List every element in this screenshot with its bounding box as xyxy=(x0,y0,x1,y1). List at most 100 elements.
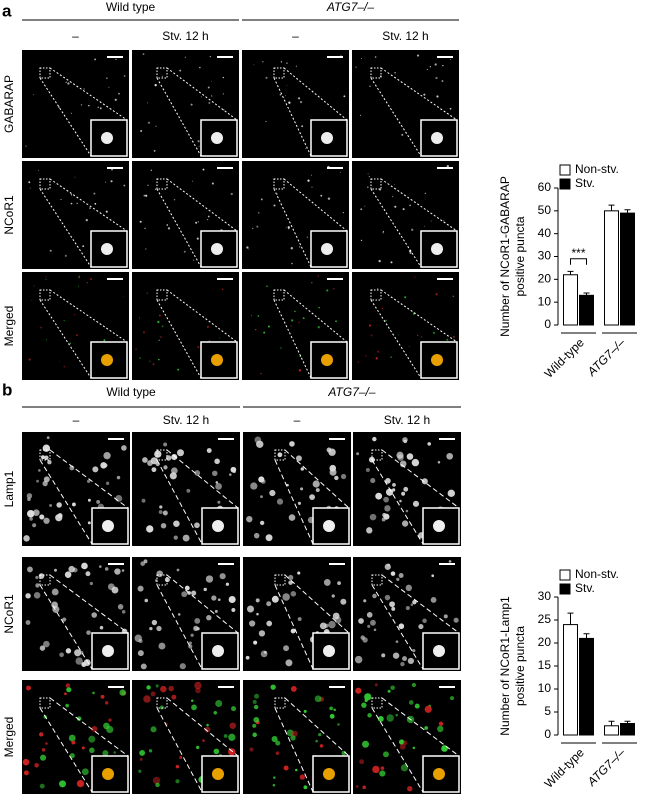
puncta xyxy=(384,594,391,601)
puncta xyxy=(105,181,106,183)
zoom-line xyxy=(39,459,93,545)
puncta xyxy=(286,85,288,86)
puncta xyxy=(271,595,279,603)
puncta xyxy=(154,450,162,458)
puncta xyxy=(414,703,420,709)
puncta xyxy=(143,695,151,703)
puncta xyxy=(83,88,85,90)
row-label: NCoR1 xyxy=(2,195,16,235)
puncta xyxy=(81,768,89,776)
puncta xyxy=(103,339,106,342)
puncta xyxy=(222,93,224,95)
puncta xyxy=(64,571,72,578)
puncta xyxy=(70,112,72,114)
puncta xyxy=(360,57,362,59)
puncta xyxy=(89,581,93,586)
puncta xyxy=(412,600,417,605)
puncta xyxy=(298,369,302,372)
puncta xyxy=(446,164,449,168)
puncta xyxy=(115,58,117,61)
zoom-line xyxy=(166,697,239,757)
puncta xyxy=(42,444,51,452)
puncta xyxy=(208,101,211,104)
puncta xyxy=(386,714,394,722)
puncta xyxy=(412,649,416,653)
puncta xyxy=(63,692,67,696)
puncta xyxy=(137,650,144,657)
puncta xyxy=(295,768,298,772)
puncta xyxy=(86,630,91,635)
condition-label: Stv. 12 h xyxy=(382,29,428,43)
micrograph xyxy=(352,50,459,158)
puncta xyxy=(253,640,258,645)
puncta xyxy=(175,764,180,769)
puncta xyxy=(70,194,73,196)
puncta xyxy=(283,645,290,652)
puncta xyxy=(83,659,91,667)
puncta xyxy=(35,583,40,588)
puncta xyxy=(141,498,146,503)
puncta xyxy=(360,239,363,242)
puncta xyxy=(39,645,46,651)
puncta xyxy=(301,125,304,128)
bar xyxy=(620,723,635,736)
inset-spot xyxy=(211,243,223,255)
puncta xyxy=(195,221,198,224)
puncta xyxy=(389,601,395,608)
puncta xyxy=(387,689,391,693)
puncta xyxy=(121,610,126,614)
puncta xyxy=(26,493,33,499)
micrograph xyxy=(132,161,239,269)
puncta xyxy=(31,299,33,301)
puncta xyxy=(175,779,180,784)
legend-label: Stv. xyxy=(575,581,595,595)
puncta xyxy=(40,326,43,329)
micrograph xyxy=(353,557,461,671)
puncta xyxy=(409,204,412,207)
roi-box xyxy=(156,574,168,586)
puncta xyxy=(342,212,344,214)
micrograph xyxy=(22,161,129,269)
roi-box xyxy=(273,178,285,190)
puncta xyxy=(432,331,436,335)
puncta xyxy=(418,624,424,630)
puncta xyxy=(158,510,163,514)
puncta xyxy=(399,499,402,503)
puncta xyxy=(284,95,286,97)
puncta xyxy=(160,522,167,529)
zoom-line xyxy=(380,178,458,232)
puncta xyxy=(33,94,35,96)
inset xyxy=(312,507,350,545)
inset-spot xyxy=(102,768,114,780)
bar xyxy=(604,725,619,736)
puncta xyxy=(89,747,95,754)
puncta xyxy=(40,455,45,460)
puncta xyxy=(65,81,67,84)
y-axis-label: Number of NCoR1-Lamp1 xyxy=(498,596,512,736)
puncta xyxy=(291,262,293,265)
puncta xyxy=(25,145,27,147)
puncta xyxy=(320,194,323,197)
puncta xyxy=(374,56,377,58)
puncta xyxy=(209,55,211,58)
puncta xyxy=(280,347,282,349)
puncta xyxy=(375,492,383,500)
puncta xyxy=(249,620,256,627)
puncta xyxy=(270,684,276,690)
error-bar xyxy=(583,633,590,639)
puncta xyxy=(423,93,426,96)
puncta xyxy=(253,717,260,723)
puncta xyxy=(40,754,47,761)
puncta xyxy=(39,783,45,789)
puncta xyxy=(159,335,161,337)
puncta xyxy=(139,750,146,756)
puncta xyxy=(273,204,276,207)
roi-box xyxy=(274,697,286,709)
puncta xyxy=(179,69,182,72)
puncta xyxy=(45,278,47,280)
puncta xyxy=(265,534,273,542)
roi-box xyxy=(39,178,51,190)
puncta xyxy=(194,470,201,476)
puncta xyxy=(166,224,169,226)
puncta xyxy=(394,205,397,208)
